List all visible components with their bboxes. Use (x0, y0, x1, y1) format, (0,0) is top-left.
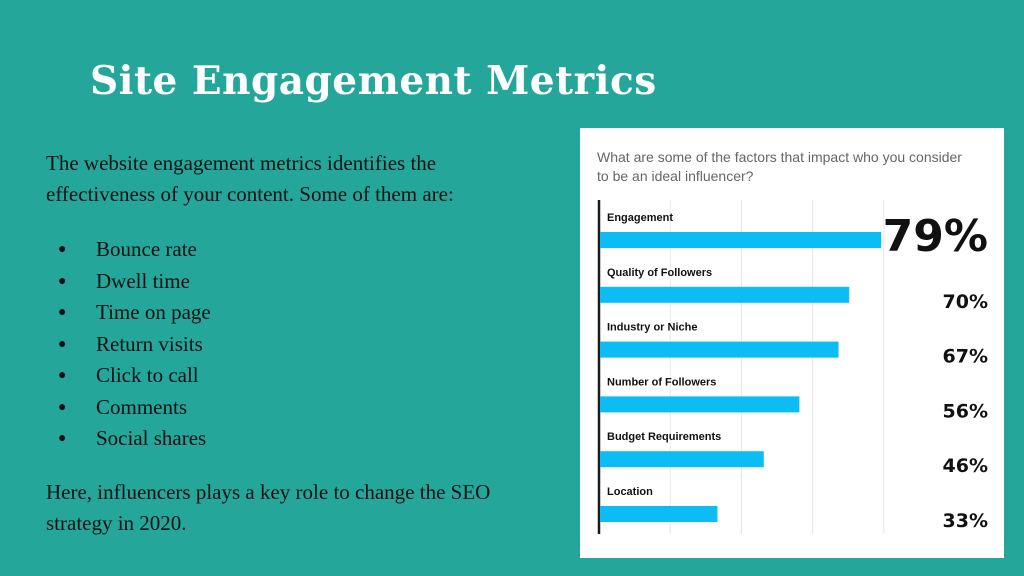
chart-bar (600, 286, 850, 303)
bullet-label: Click to call (96, 363, 199, 387)
metrics-bullet-list: ● Bounce rate ● Dwell time ● Time on page ●… (46, 234, 211, 455)
bullet-label: Time on page (96, 300, 211, 324)
bullet-icon: ● (58, 273, 67, 289)
bullet-icon: ● (58, 431, 67, 446)
chart-title: What are some of the factors that impact… (597, 149, 962, 184)
intro-paragraph: The website engagement metrics identifie… (46, 151, 454, 206)
bullet-item: ● Bounce rate (46, 234, 211, 266)
bullet-item: ● Social shares (46, 423, 211, 455)
chart-value-label: 56% (943, 400, 988, 422)
bullet-label: Return visits (96, 331, 203, 356)
bullet-label: Bounce rate (96, 237, 197, 261)
influencer-factors-chart: What are some of the factors that impact… (597, 149, 988, 534)
chart-title-line: What are some of the factors that impact… (597, 149, 962, 165)
bullet-item: ● Dwell time (46, 266, 211, 298)
chart-value-label: 46% (943, 455, 988, 477)
bullet-item: ● Click to call (46, 360, 211, 392)
chart-value-label: 67% (943, 346, 988, 368)
bullet-label: Dwell time (96, 268, 190, 293)
bullet-icon: ● (58, 305, 67, 320)
chart-category-label: Budget Requirements (607, 431, 721, 443)
chart-bar (600, 232, 882, 248)
chart-bar (600, 451, 764, 468)
slide-title: Site Engagement Metrics (90, 58, 657, 104)
outro-paragraph: Here, influencers plays a key role to ch… (46, 480, 491, 535)
chart-category-label: Location (607, 486, 653, 498)
bullet-label: Social shares (96, 426, 207, 450)
chart-card: What are some of the factors that impact… (580, 128, 1004, 558)
chart-value-label: 70% (943, 291, 988, 313)
chart-category-label: Number of Followers (607, 376, 716, 388)
chart-title-line: to be an ideal influencer? (597, 168, 754, 184)
chart-value-label: 33% (943, 510, 988, 532)
bullet-icon: ● (58, 368, 67, 383)
bullet-icon: ● (58, 242, 67, 257)
chart-bar (600, 506, 718, 522)
bullet-label: Comments (96, 394, 188, 419)
bullet-icon: ● (58, 336, 67, 352)
chart-value-label: 79% (883, 211, 988, 262)
chart-category-label: Quality of Followers (607, 267, 712, 279)
bullet-icon: ● (58, 399, 67, 415)
bullet-item: ● Comments (46, 392, 211, 424)
chart-bar (600, 396, 800, 413)
bullet-item: ● Return visits (46, 329, 211, 361)
chart-category-label: Engagement (607, 212, 673, 224)
chart-category-label: Industry or Niche (607, 322, 697, 334)
bullet-item: ● Time on page (46, 297, 211, 329)
chart-bar (600, 341, 839, 358)
